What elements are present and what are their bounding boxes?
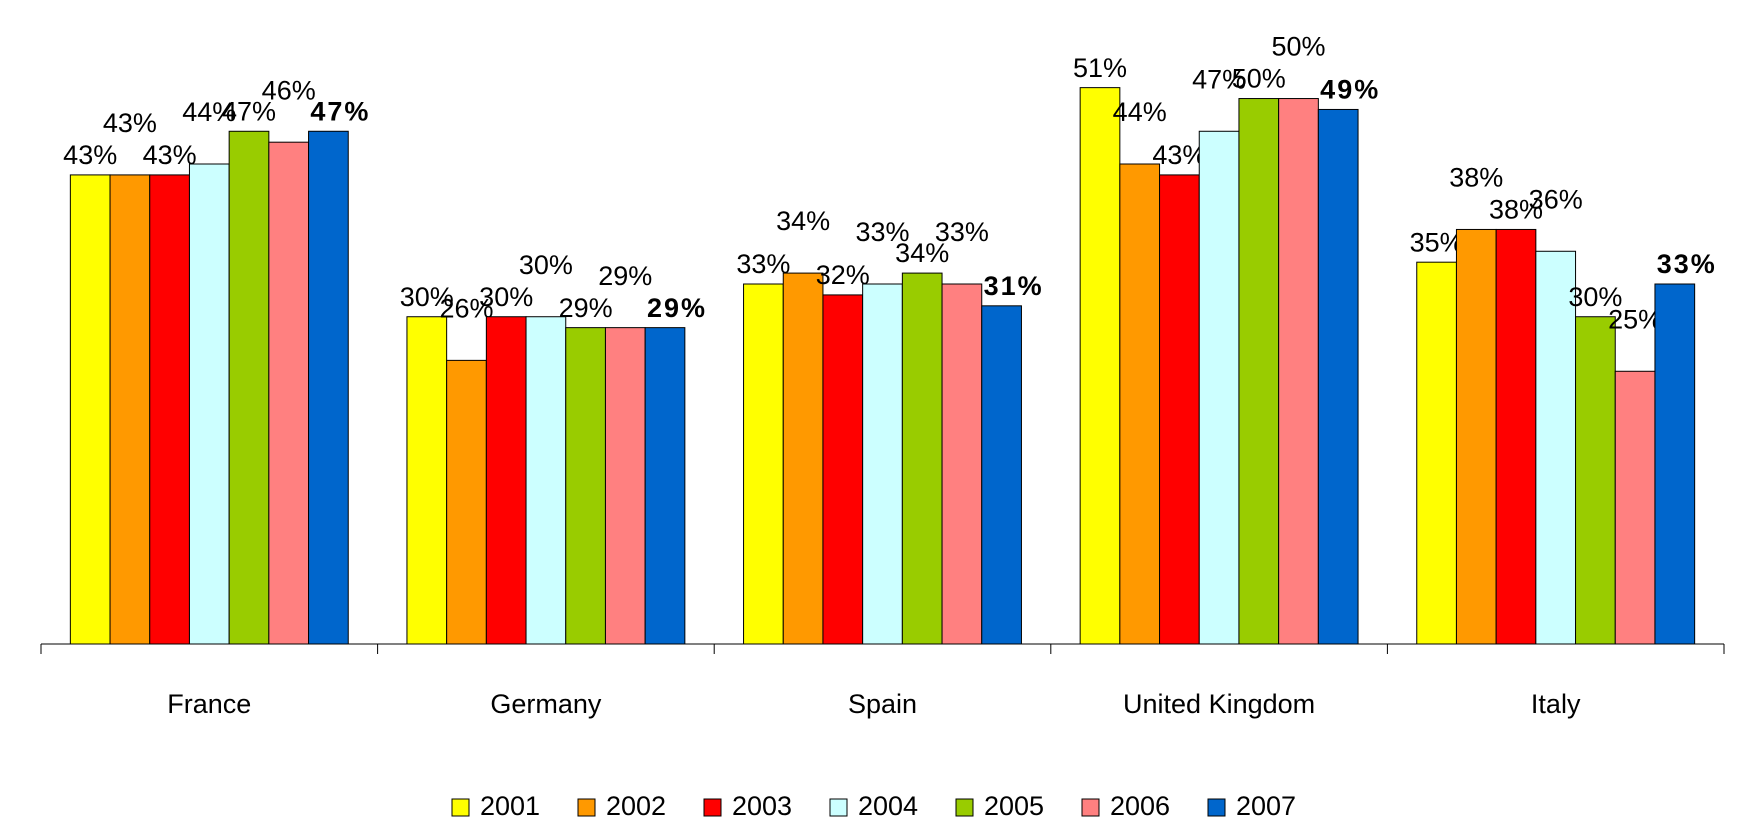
data-label: 34% xyxy=(895,238,949,268)
data-label: 33% xyxy=(736,249,790,279)
legend-label: 2004 xyxy=(858,791,918,821)
data-label: 44% xyxy=(182,97,236,127)
bar xyxy=(228,130,270,645)
legend-swatch xyxy=(1081,798,1100,817)
data-label: 30% xyxy=(519,250,573,280)
legend-swatch xyxy=(1207,798,1226,817)
bar xyxy=(308,130,349,645)
data-label: 31% xyxy=(984,271,1044,301)
bar xyxy=(109,174,151,645)
bar xyxy=(1654,283,1696,645)
data-label: 26% xyxy=(439,293,493,323)
data-label: 51% xyxy=(1073,53,1127,83)
bar xyxy=(981,305,1022,645)
data-label: 47% xyxy=(222,96,276,126)
bar xyxy=(1159,174,1200,645)
data-label: 29% xyxy=(598,261,652,291)
bar xyxy=(1238,98,1280,645)
bar xyxy=(1119,163,1161,645)
bar xyxy=(1535,250,1577,645)
x-tick-label: Germany xyxy=(490,689,602,719)
data-label: 36% xyxy=(1529,184,1583,214)
bar xyxy=(644,327,686,645)
data-label: 38% xyxy=(1489,195,1543,225)
x-tick-label: France xyxy=(167,689,251,719)
data-label: 50% xyxy=(1271,32,1325,62)
data-label: 49% xyxy=(1320,75,1380,105)
bar xyxy=(604,327,646,645)
x-tick-label: Spain xyxy=(848,689,917,719)
bar xyxy=(1278,98,1319,645)
bar xyxy=(1614,370,1656,645)
data-label: 32% xyxy=(816,260,870,290)
data-label: 43% xyxy=(63,140,117,170)
bar xyxy=(743,283,784,645)
legend-swatch xyxy=(703,798,722,817)
data-label: 30% xyxy=(479,282,533,312)
data-label: 46% xyxy=(262,75,316,105)
bar xyxy=(525,316,567,645)
x-tick-label: Italy xyxy=(1531,689,1581,719)
data-label: 35% xyxy=(1410,227,1464,257)
bar xyxy=(1317,108,1359,645)
bar xyxy=(1495,228,1537,645)
bar xyxy=(1455,228,1497,645)
data-label: 30% xyxy=(1568,282,1622,312)
bar xyxy=(862,283,903,645)
bar xyxy=(1416,261,1457,645)
data-label: 33% xyxy=(935,217,989,247)
data-label: 25% xyxy=(1608,304,1662,334)
bar xyxy=(69,174,111,645)
x-tick-label: United Kingdom xyxy=(1123,689,1315,719)
data-label: 30% xyxy=(400,282,454,312)
bar xyxy=(941,283,983,645)
data-label: 33% xyxy=(855,217,909,247)
legend-swatch xyxy=(829,798,848,817)
legend-label: 2007 xyxy=(1236,791,1296,821)
bar xyxy=(901,272,943,645)
data-label: 38% xyxy=(1449,163,1503,193)
legend-label: 2006 xyxy=(1110,791,1170,821)
bar xyxy=(1575,316,1616,645)
legend-label: 2003 xyxy=(732,791,792,821)
legend-swatch xyxy=(577,798,596,817)
bar xyxy=(406,316,448,645)
data-label: 43% xyxy=(1152,140,1206,170)
legend-label: 2002 xyxy=(606,791,666,821)
legend-swatch xyxy=(451,798,470,817)
legend-label: 2001 xyxy=(480,791,540,821)
data-label: 34% xyxy=(776,206,830,236)
legend-label: 2005 xyxy=(984,791,1044,821)
bar xyxy=(782,272,824,645)
data-label: 29% xyxy=(559,293,613,323)
data-label: 44% xyxy=(1113,97,1167,127)
bar xyxy=(446,359,487,645)
data-label: 33% xyxy=(1657,249,1717,279)
data-label: 43% xyxy=(143,140,197,170)
bar xyxy=(565,327,606,645)
bar xyxy=(1198,130,1240,645)
legend-swatch xyxy=(955,798,974,817)
bar xyxy=(485,316,527,645)
bar xyxy=(149,174,190,645)
data-label: 43% xyxy=(103,108,157,138)
bar xyxy=(268,141,310,645)
data-label: 47% xyxy=(310,96,370,126)
bar xyxy=(188,163,230,645)
data-label: 50% xyxy=(1232,64,1286,94)
bar xyxy=(1079,87,1121,645)
data-label: 29% xyxy=(647,293,707,323)
data-label: 47% xyxy=(1192,64,1246,94)
bar xyxy=(822,294,864,645)
